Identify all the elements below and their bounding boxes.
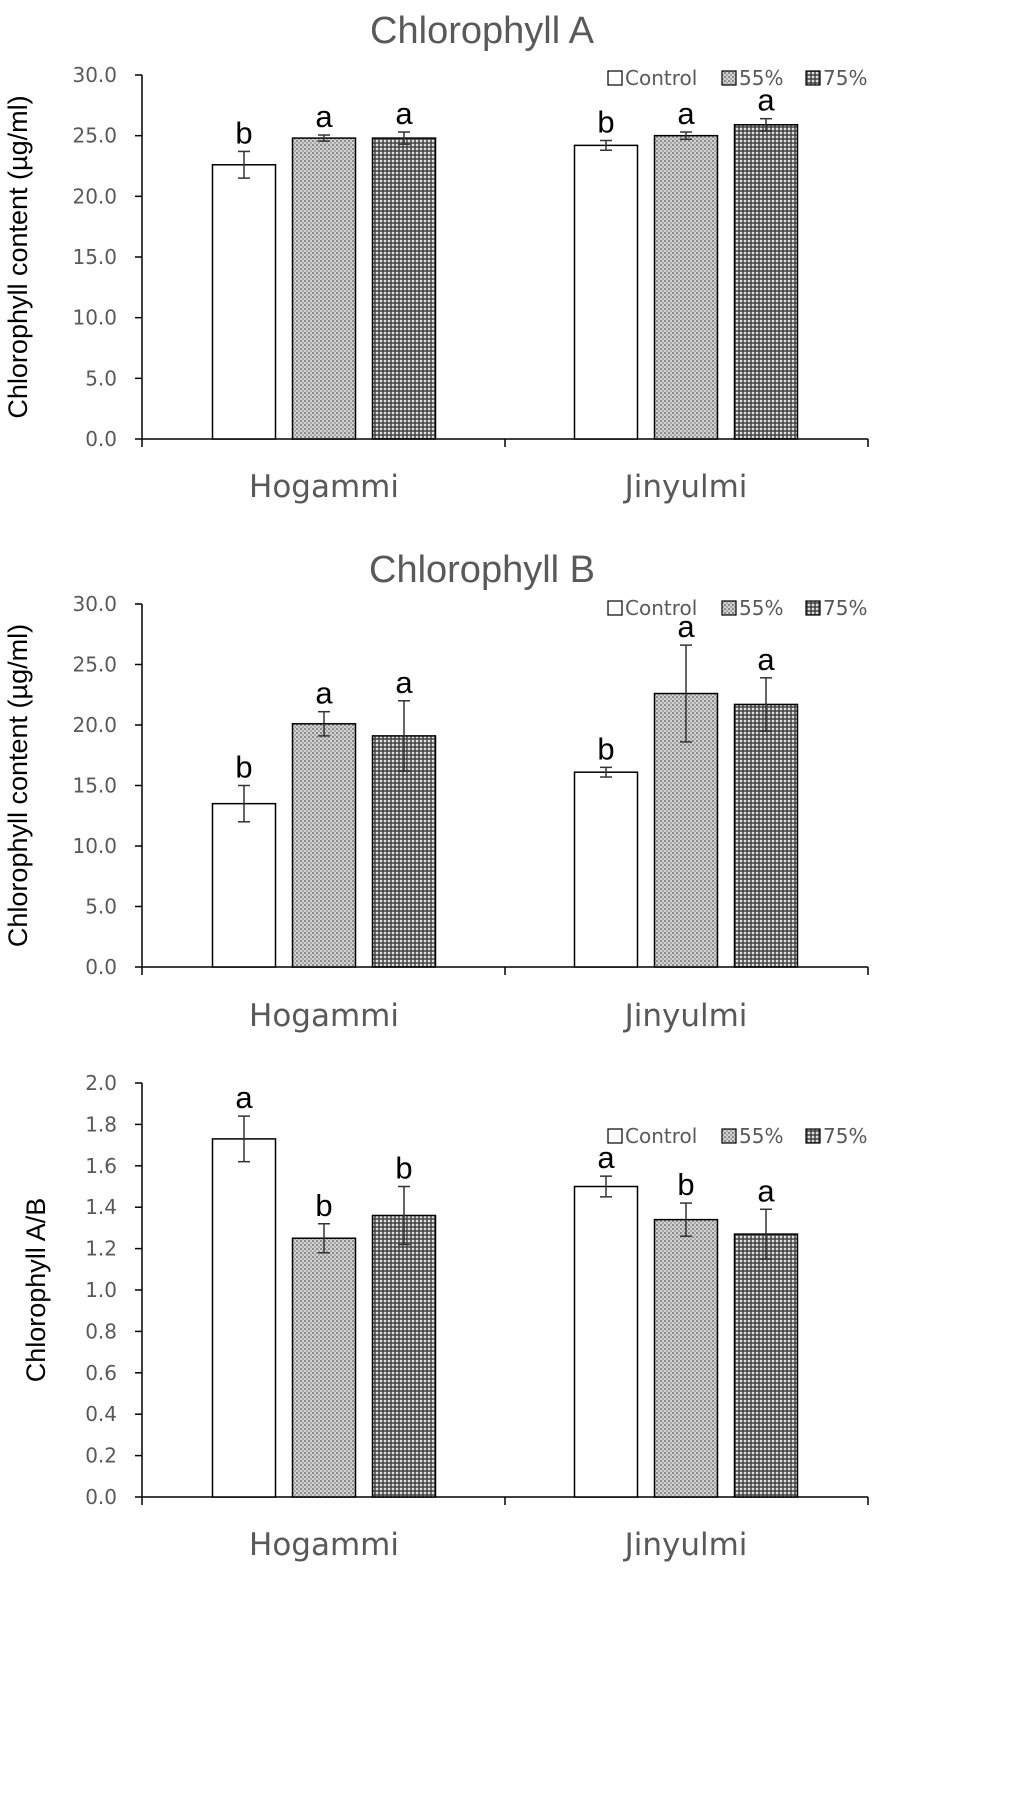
y-tick-label: 10.0 <box>72 834 117 858</box>
legend-swatch <box>721 1128 737 1144</box>
y-tick-label: 20.0 <box>72 713 117 737</box>
y-tick-label: 25.0 <box>72 653 117 677</box>
y-tick-label: 0.4 <box>85 1402 117 1426</box>
bar-control-hogammi <box>211 164 277 440</box>
legend-swatch <box>805 1128 821 1144</box>
y-axis-label: Chlorophyll content (µg/ml) <box>3 95 33 418</box>
bar-75pct-hogammi <box>371 137 437 440</box>
y-tick-label: 15.0 <box>72 245 117 269</box>
significance-letter: a <box>597 1140 615 1175</box>
significance-letter: a <box>677 609 695 644</box>
legend-label: 75% <box>823 66 867 90</box>
legend-swatch <box>805 600 821 616</box>
significance-letter: a <box>757 1173 775 1208</box>
bar-75pct-jinyulmi <box>733 1233 799 1498</box>
category-label: Jinyulmi <box>623 469 748 505</box>
y-tick-label: 25.0 <box>72 124 117 148</box>
category-label: Hogammi <box>249 1527 399 1563</box>
y-axis-label: Chlorophyll A/B <box>21 1198 51 1383</box>
bar-55pct-hogammi <box>291 1237 357 1498</box>
bar-55pct-jinyulmi <box>653 134 719 440</box>
significance-letter: a <box>757 642 775 677</box>
legend-swatch <box>607 1128 623 1144</box>
legend-label: 75% <box>823 1124 867 1148</box>
chart-title: Chlorophyll A <box>370 10 595 52</box>
legend-swatch <box>721 600 737 616</box>
y-tick-label: 30.0 <box>72 592 117 616</box>
significance-letter: b <box>597 731 614 766</box>
significance-letter: a <box>315 676 333 711</box>
bar-75pct-hogammi <box>371 735 437 968</box>
y-tick-label: 1.0 <box>85 1278 117 1302</box>
significance-letter: b <box>235 750 252 785</box>
bar-55pct-jinyulmi <box>653 1218 719 1498</box>
chart-panel-3: Chlorophyll A/B 0.0 0.2 0.4 0.6 0.8 1.0 1.2 1.4 1… <box>21 1071 869 1563</box>
y-axis-label: Chlorophyll content (µg/ml) <box>3 624 33 947</box>
y-tick-label: 0.6 <box>85 1361 117 1385</box>
significance-letter: b <box>597 105 614 140</box>
y-tick-label: 1.2 <box>85 1237 117 1261</box>
y-tick-label: 5.0 <box>85 366 117 390</box>
category-label: Hogammi <box>249 469 399 505</box>
y-tick-label: 5.0 <box>85 895 117 919</box>
bar-control-jinyulmi <box>573 771 639 968</box>
y-tick-label: 30.0 <box>72 63 117 87</box>
legend-swatch <box>721 70 737 86</box>
legend-label: 75% <box>823 596 867 620</box>
legend-label: 55% <box>739 66 783 90</box>
bar-75pct-jinyulmi <box>733 123 799 440</box>
significance-letter: a <box>757 83 775 118</box>
bar-control-hogammi <box>211 802 277 968</box>
legend-swatch <box>607 600 623 616</box>
category-label: Jinyulmi <box>623 1527 748 1563</box>
significance-letter: b <box>315 1188 332 1223</box>
significance-letter: a <box>235 1080 253 1115</box>
significance-letter: b <box>395 1151 412 1186</box>
y-tick-label: 0.2 <box>85 1444 117 1468</box>
legend-label: 55% <box>739 596 783 620</box>
legend-label: Control <box>625 596 697 620</box>
significance-letter: a <box>677 96 695 131</box>
y-tick-label: 20.0 <box>72 184 117 208</box>
y-tick-label: 0.0 <box>85 1485 117 1509</box>
y-tick-label: 1.6 <box>85 1154 117 1178</box>
legend-swatch <box>805 70 821 86</box>
significance-letter: a <box>395 665 413 700</box>
bar-control-jinyulmi <box>573 1185 639 1498</box>
significance-letter: b <box>235 115 252 150</box>
bar-75pct-jinyulmi <box>733 703 799 968</box>
significance-letter: a <box>395 96 413 131</box>
significance-letter: a <box>315 99 333 134</box>
y-tick-label: 10.0 <box>72 306 117 330</box>
y-tick-label: 1.8 <box>85 1112 117 1136</box>
bar-75pct-hogammi <box>371 1214 437 1498</box>
y-tick-label: 1.4 <box>85 1195 117 1219</box>
bar-control-jinyulmi <box>573 144 639 440</box>
chart-panel-2: Chlorophyll B Chlorophyll content (µg/ml)… <box>3 549 869 1034</box>
legend-label: Control <box>625 66 697 90</box>
legend-label: 55% <box>739 1124 783 1148</box>
bar-55pct-hogammi <box>291 137 357 440</box>
y-tick-label: 2.0 <box>85 1071 117 1095</box>
y-tick-label: 0.0 <box>85 955 117 979</box>
chart-panel-1: Chlorophyll A Chlorophyll content (µg/ml)… <box>3 10 869 505</box>
significance-letter: b <box>677 1167 694 1202</box>
chart-title: Chlorophyll B <box>369 549 595 591</box>
category-label: Hogammi <box>249 998 399 1034</box>
bar-control-hogammi <box>211 1138 277 1498</box>
y-tick-label: 0.0 <box>85 427 117 451</box>
y-tick-label: 0.8 <box>85 1319 117 1343</box>
y-tick-label: 15.0 <box>72 774 117 798</box>
bar-55pct-hogammi <box>291 723 357 968</box>
legend-swatch <box>607 70 623 86</box>
legend-label: Control <box>625 1124 697 1148</box>
category-label: Jinyulmi <box>623 998 748 1034</box>
